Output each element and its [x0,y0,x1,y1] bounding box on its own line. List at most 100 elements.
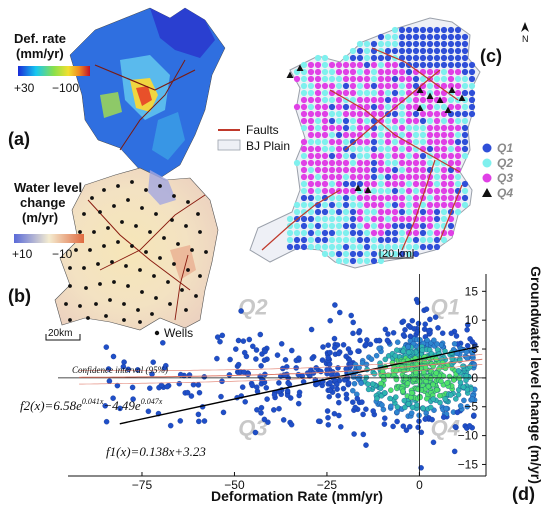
panel-c-point [454,117,462,125]
panel-c-point [447,68,455,76]
y-tick-label: 0 [471,371,478,385]
legend-marker-q3 [482,173,492,183]
scatter-point [295,400,302,407]
panel-c-point [335,250,343,258]
panel-c-point [398,236,406,244]
well-point [116,240,120,244]
panel-c-q4-marker [426,92,434,99]
x-tick-label: −75 [132,478,153,492]
panel-c-point [391,110,399,118]
panel-c-point [321,166,329,174]
panel-c-point [454,47,462,55]
panel-c-point [328,187,336,195]
panel-c-point [419,117,427,125]
panel-c-point [335,82,343,90]
panel-c-point [412,26,420,34]
panel-c-point [314,243,322,251]
panel-c-point [384,250,392,258]
panel-c-point [300,243,308,251]
panel-c-point [307,68,315,76]
panel-c-point [461,40,469,48]
scatter-point [201,374,208,380]
scatter-point [392,352,399,359]
panel-c-point [321,131,329,139]
panel-c-point [356,124,364,132]
panel-c-point [363,124,371,132]
scatter-point [385,331,391,337]
panel-c-point [391,236,399,244]
scatter-point [254,407,260,413]
scatter-point [449,356,455,362]
panel-c-point [377,61,385,69]
panel-c-point [293,229,301,237]
scatter-point [352,404,358,411]
scatter-point [407,333,414,340]
panel-c-point [461,187,469,195]
panel-c-point [405,68,413,76]
panel-c-point [307,124,315,132]
panel-c-point [405,250,413,258]
scatter-point [325,342,331,348]
panel-c-point [342,215,350,223]
wells-legend-dot [154,330,160,336]
panel-c-point [370,152,378,160]
panel-c-point [328,152,336,160]
scatter-point [365,386,372,393]
panel-c-point [314,215,322,223]
panel-c-point [391,159,399,167]
panel-c-point [335,75,343,83]
scatter-point [467,336,473,342]
well-point [198,230,202,234]
panel-c-point [440,117,448,125]
panel-c-point [412,61,420,69]
scatter-point [102,403,108,409]
panel-c-point [370,215,378,223]
scatter-point [350,319,356,326]
panel-c-point [454,103,462,111]
panel-c-point [335,110,343,118]
panel-c-point [300,124,308,132]
panel-c-point [461,124,469,132]
well-point [102,188,106,192]
y-tick-label: 5 [471,342,478,356]
scatter-point [363,361,370,368]
scatter-point [407,423,413,430]
scatter-point [463,377,469,384]
panel-c-point [377,33,385,41]
panel-c-point [412,166,420,174]
scatter-point [416,418,422,424]
scatter-point [184,389,191,396]
panel-c-point [356,138,364,146]
panel-c-point [447,33,455,41]
panel-c-point [419,40,427,48]
panel-c-point [377,138,385,146]
panel-c-point [356,89,364,97]
scatter-point [262,348,268,355]
well-point [86,316,90,320]
scatter-point [388,387,394,393]
panel-c-point [454,201,462,209]
panel-c-point [321,236,329,244]
scatter-point [456,375,463,382]
panel-c-point [363,54,371,62]
scatter-point [365,381,371,387]
panel-c-point [342,152,350,160]
scatter-point [376,345,382,352]
panel-c-q4-marker [444,106,452,113]
panel-c-point [412,229,420,237]
scatter-point [188,393,195,399]
scatter-point [164,383,171,390]
panel-c-point [370,40,378,48]
panel-c-point [447,187,455,195]
panel-c-point [293,243,301,251]
panel-c-point [440,236,448,244]
panel-c-point [321,96,329,104]
panel-c-point [328,138,336,146]
panel-c-point [328,215,336,223]
panel-c-point [335,103,343,111]
panel-c-point [314,103,322,111]
panel-c-point [398,110,406,118]
panel-c-point [328,82,336,90]
panel-c-point [356,54,364,62]
well-point [172,262,176,266]
